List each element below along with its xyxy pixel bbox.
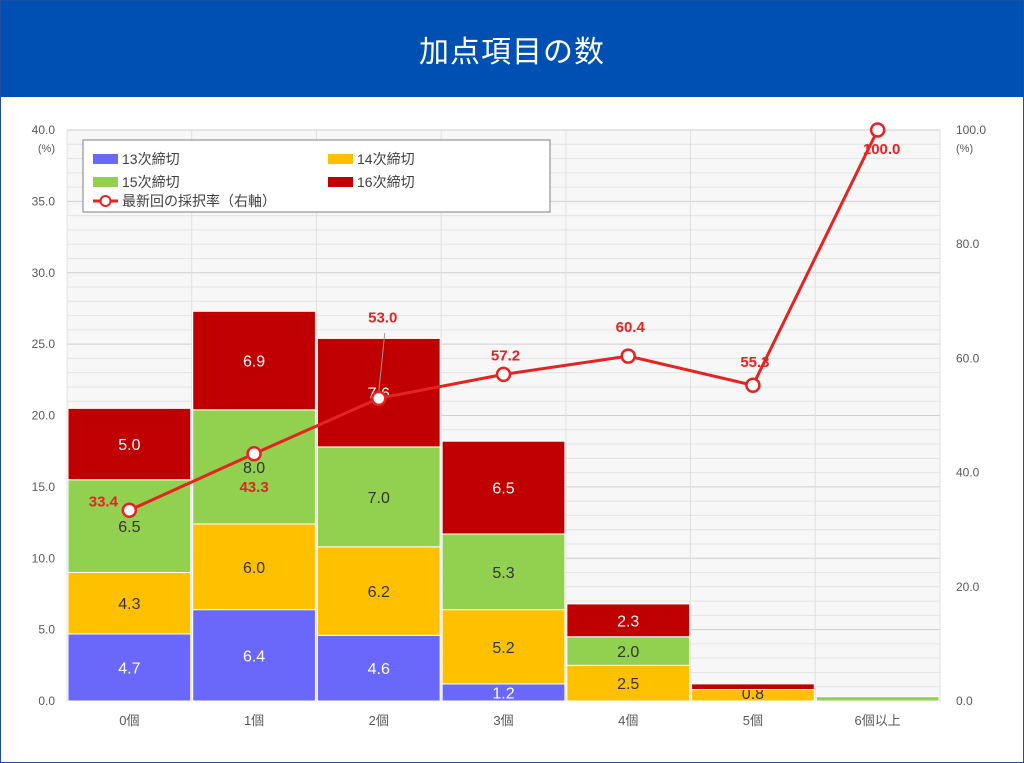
bar-segment [67,572,192,635]
left-axis-tick-label: 20.0 [32,409,56,423]
rate-point [495,366,512,383]
rate-point [620,348,636,364]
bar-data-label: 4.7 [118,660,140,677]
right-axis-tick-label: 80.0 [956,237,980,251]
bar-segment [67,633,192,702]
right-axis-tick-label: 20.0 [956,580,980,594]
bar-segment [566,603,691,638]
left-axis-tick-label: 0.0 [38,694,55,708]
legend-line-marker [99,195,112,207]
right-axis-unit: (%) [956,143,973,155]
x-axis-tick-label: 6個以上 [855,713,901,728]
legend-label: 15次締切 [122,174,180,190]
bar-segment [67,407,192,481]
bar-data-label: 5.0 [118,437,140,454]
rate-data-label: 57.2 [491,347,520,364]
rate-data-label: 43.3 [239,479,268,496]
legend-swatch [93,154,118,164]
legend-label: 最新回の採択率（右軸） [122,193,276,209]
legend-box [82,139,551,213]
legend-label: 13次締切 [122,151,180,167]
bar-data-label: 0.8 [742,686,764,703]
bar-data-label: 4.6 [368,661,390,678]
rate-point [121,502,138,519]
left-axis-tick-label: 15.0 [32,480,56,494]
bar-data-label: 6.9 [243,354,265,371]
bar-segment [441,533,566,611]
bar-segment [691,683,815,691]
bar-segment [192,523,316,611]
bar-data-label: 6.2 [368,584,390,601]
bar-segment [67,479,192,574]
bar-segment [441,440,566,535]
legend-label: 16次締切 [357,174,415,190]
left-axis-tick-label: 25.0 [32,337,56,351]
rate-point [745,377,761,393]
page-title: 加点項目の数 [419,35,605,70]
bar-data-label: 6.5 [492,481,514,498]
bar-segment [316,546,441,636]
right-axis-tick-label: 60.0 [956,351,980,365]
x-axis-tick-label: 1個 [244,713,264,728]
rate-point [246,446,262,462]
bar-data-label: 8.0 [243,460,265,477]
rate-data-label: 33.4 [89,493,119,510]
rate-data-label: 100.0 [863,141,901,158]
rate-data-label: 60.4 [616,319,646,336]
rate-data-label: 55.3 [740,354,769,371]
bar-data-label: 7.0 [368,490,390,507]
right-axis-tick-label: 40.0 [956,466,980,480]
bar-segment [192,310,316,411]
bar-data-label: 5.2 [492,640,514,657]
right-axis-tick-label: 100.0 [956,123,986,137]
label-leader-line [378,332,386,392]
legend-swatch [93,177,118,187]
left-axis-tick-label: 30.0 [32,266,56,280]
rate-point [371,390,387,407]
title-banner: 加点項目の数 [1,1,1023,97]
bar-segment [316,446,441,548]
x-axis-tick-label: 0個 [119,713,139,728]
bar-data-label: 5.3 [492,565,514,582]
bar-segment [441,609,566,685]
bar-data-label: 6.5 [118,519,140,536]
bar-segment [192,609,316,702]
bar-segment [316,634,441,702]
x-axis-tick-label: 5個 [743,713,763,728]
bar-data-label: 2.0 [617,644,639,661]
left-axis-tick-label: 35.0 [32,194,56,208]
bar-segment [566,636,691,666]
x-axis-tick-label: 4個 [618,713,638,728]
rate-data-label: 53.0 [368,309,397,326]
bar-data-label: 4.3 [118,596,140,613]
bar-segment [815,696,940,702]
x-axis-tick-label: 2個 [369,713,389,728]
bar-data-label: 2.5 [617,676,639,693]
legend-swatch [328,154,353,164]
right-axis-tick-label: 0.0 [956,694,973,708]
bar-segment [566,664,691,702]
left-axis-unit: (%) [38,143,55,155]
legend-swatch [328,177,353,187]
bar-data-label: 1.2 [492,685,514,702]
left-axis-tick-label: 10.0 [32,551,56,565]
bar-data-label: 6.4 [243,648,265,665]
x-axis-tick-label: 3個 [493,713,513,728]
rate-point [869,122,886,138]
legend-label: 14次締切 [357,151,415,167]
left-axis-tick-label: 5.0 [38,623,55,637]
left-axis-tick-label: 40.0 [32,123,56,137]
bar-segment [192,409,316,525]
bar-data-label: 2.3 [617,613,639,630]
bar-data-label: 6.0 [243,560,265,577]
